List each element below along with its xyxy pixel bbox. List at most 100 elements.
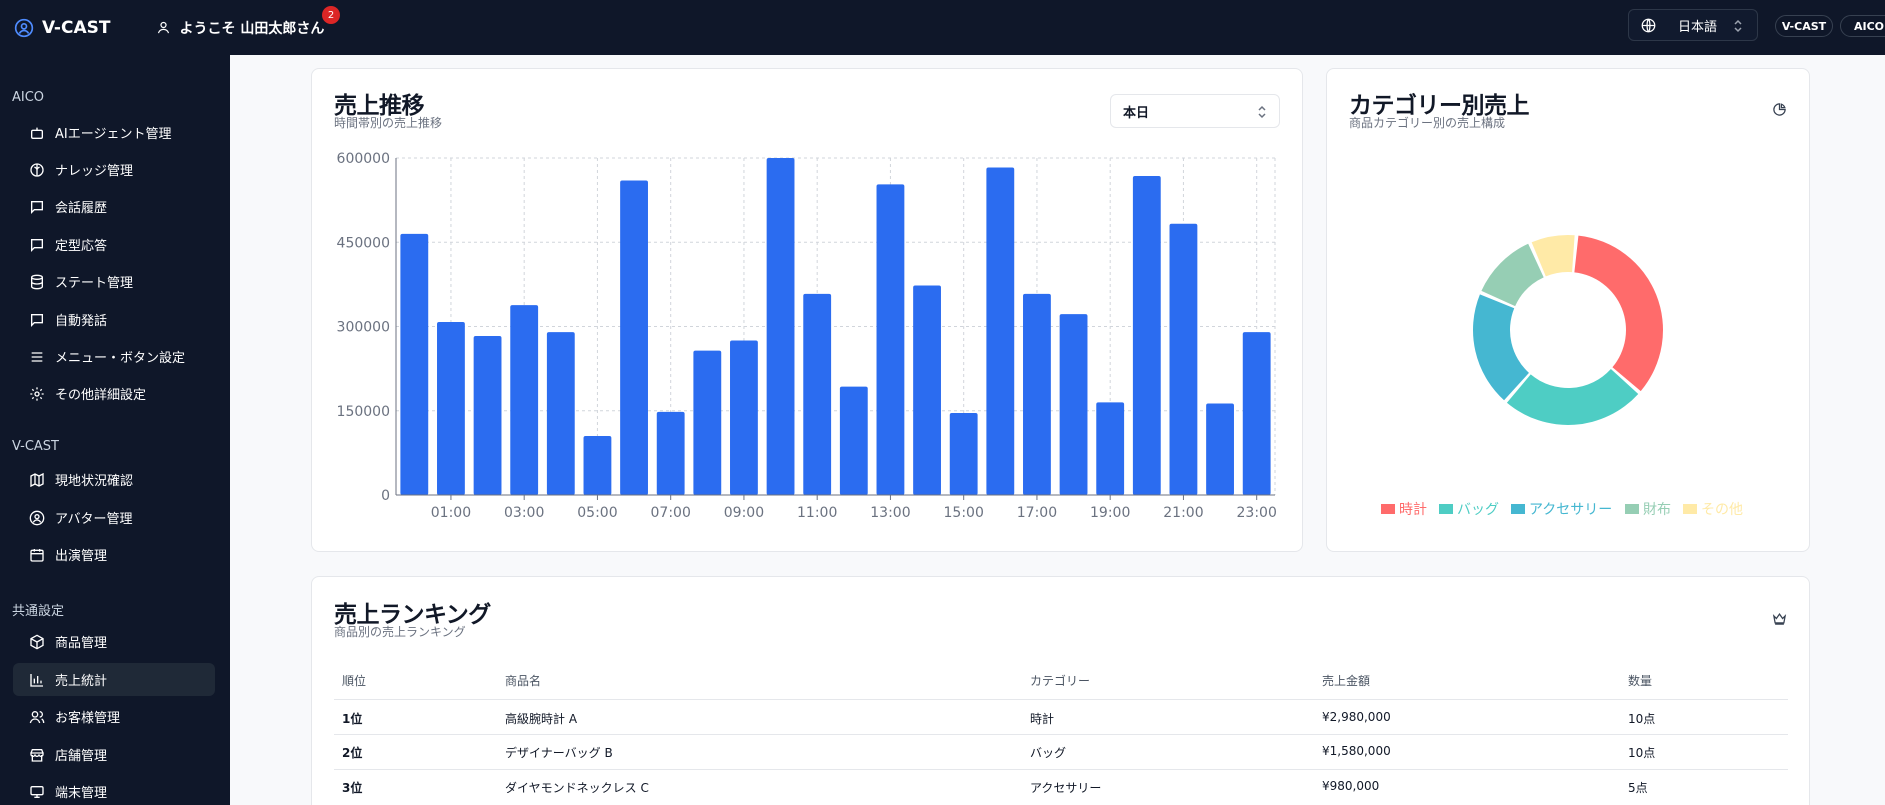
donut-slice-1[interactable] bbox=[1506, 369, 1639, 425]
legend-label[interactable]: アクセサリー bbox=[1529, 502, 1612, 518]
calendar-icon bbox=[30, 548, 44, 562]
period-select[interactable]: 本日 bbox=[1110, 94, 1280, 128]
bar-10:00[interactable] bbox=[766, 158, 795, 495]
bar-17:00[interactable] bbox=[1023, 293, 1051, 495]
sidebar-item-label: 端末管理 bbox=[55, 786, 108, 801]
col-product-header[interactable]: 商品名 bbox=[505, 674, 542, 688]
donut-slice-3[interactable] bbox=[1481, 243, 1544, 307]
table-divider bbox=[334, 734, 1788, 735]
sidebar-item-label: 自動発話 bbox=[55, 314, 108, 329]
sidebar-item-label: 現地状況確認 bbox=[55, 474, 134, 489]
bar-16:00[interactable] bbox=[986, 167, 1015, 495]
notification-badge[interactable]: 2 bbox=[322, 6, 340, 24]
message-dots-icon bbox=[31, 238, 43, 252]
bar-22:00[interactable] bbox=[1206, 403, 1234, 495]
sidebar-section-aico: AICO bbox=[12, 90, 45, 105]
monitor-icon bbox=[30, 785, 44, 798]
amount-cell: ¥2,980,000 bbox=[1322, 710, 1391, 724]
bar-12:00[interactable] bbox=[839, 386, 868, 495]
col-category-header[interactable]: カテゴリー bbox=[1030, 674, 1091, 688]
bar-07:00[interactable] bbox=[656, 411, 685, 495]
sidebar-item-label: AIエージェント管理 bbox=[55, 127, 172, 142]
bar-03:00[interactable] bbox=[510, 305, 539, 495]
bar-23:00[interactable] bbox=[1242, 332, 1271, 495]
sidebar-item-devices[interactable]: 端末管理 bbox=[13, 775, 215, 805]
col-rank-header[interactable]: 順位 bbox=[342, 674, 367, 688]
bar-21:00[interactable] bbox=[1169, 223, 1198, 495]
legend-label[interactable]: 時計 bbox=[1399, 502, 1427, 518]
bar-00:00[interactable] bbox=[400, 233, 429, 495]
category-sales-subtitle: 商品カテゴリー別の売上構成 bbox=[1349, 116, 1506, 130]
app-logo[interactable]: V-CAST bbox=[14, 18, 110, 38]
language-select[interactable]: 日本語 bbox=[1628, 9, 1758, 41]
legend-label[interactable]: バッグ bbox=[1457, 502, 1499, 518]
bar-08:00[interactable] bbox=[693, 350, 722, 495]
message-icon bbox=[31, 200, 43, 214]
x-tick-label: 05:00 bbox=[577, 505, 617, 521]
bar-04:00[interactable] bbox=[546, 332, 575, 495]
sidebar-item-state[interactable]: ステート管理 bbox=[13, 265, 215, 298]
amount-cell: ¥980,000 bbox=[1322, 779, 1380, 793]
product-cell: デザイナーバッグ B bbox=[505, 746, 613, 760]
bar-05:00[interactable] bbox=[583, 436, 612, 495]
legend-swatch bbox=[1511, 504, 1525, 514]
sidebar-item-avatar[interactable]: アバター管理 bbox=[13, 501, 215, 534]
x-tick-label: 15:00 bbox=[944, 505, 984, 521]
donut-slice-0[interactable] bbox=[1574, 235, 1663, 392]
bar-20:00[interactable] bbox=[1132, 175, 1161, 495]
chevron-updown-icon bbox=[1258, 105, 1266, 119]
donut-slice-4[interactable] bbox=[1531, 235, 1575, 277]
sales-trend-bar-chart: 0 150000 300000 450000 600000 01:00 03:00 05:00… bbox=[337, 151, 1277, 521]
welcome-user[interactable]: ようこそ 山田太郎さん bbox=[156, 18, 324, 38]
sidebar-item-chat-history[interactable]: 会話履歴 bbox=[13, 190, 215, 223]
x-tick-label: 21:00 bbox=[1163, 505, 1203, 521]
aico-pill[interactable]: AICO bbox=[1840, 15, 1885, 37]
bar-02:00[interactable] bbox=[473, 336, 502, 495]
sidebar-item-label: ナレッジ管理 bbox=[55, 164, 134, 179]
sidebar-item-customers[interactable]: お客様管理 bbox=[13, 700, 215, 733]
quantity-cell: 5点 bbox=[1628, 781, 1648, 795]
bar-09:00[interactable] bbox=[730, 340, 758, 495]
category-cell: アクセサリー bbox=[1030, 781, 1102, 795]
rank-cell: 3位 bbox=[342, 781, 363, 795]
legend-label[interactable]: 財布 bbox=[1643, 502, 1671, 518]
col-quantity-header[interactable]: 数量 bbox=[1628, 674, 1653, 688]
x-tick-label: 09:00 bbox=[724, 505, 764, 521]
pie-chart-icon[interactable] bbox=[1772, 102, 1787, 117]
sidebar-section-common: 共通設定 bbox=[12, 604, 65, 619]
users-icon bbox=[29, 710, 45, 723]
sidebar-item-ai-agent[interactable]: AIエージェント管理 bbox=[13, 116, 215, 149]
legend-label[interactable]: その他 bbox=[1701, 502, 1743, 518]
sidebar-item-other-settings[interactable]: その他詳細設定 bbox=[13, 377, 215, 410]
y-tick-label: 150000 bbox=[337, 404, 390, 420]
sidebar-item-template-reply[interactable]: 定型応答 bbox=[13, 228, 215, 261]
bar-18:00[interactable] bbox=[1059, 314, 1088, 495]
bar-14:00[interactable] bbox=[913, 285, 941, 495]
sidebar-item-knowledge[interactable]: ナレッジ管理 bbox=[13, 153, 215, 186]
sidebar-item-stores[interactable]: 店舗管理 bbox=[13, 738, 215, 771]
y-tick-label: 450000 bbox=[337, 235, 390, 251]
sidebar-item-products[interactable]: 商品管理 bbox=[13, 625, 215, 658]
donut-slice-2[interactable] bbox=[1473, 294, 1529, 401]
language-label: 日本語 bbox=[1678, 19, 1718, 35]
bar-15:00[interactable] bbox=[949, 412, 978, 495]
sidebar-item-label: 会話履歴 bbox=[55, 201, 108, 216]
bar-11:00[interactable] bbox=[803, 293, 832, 495]
vcast-pill[interactable]: V-CAST bbox=[1775, 15, 1833, 37]
sidebar-item-menu-button[interactable]: メニュー・ボタン設定 bbox=[13, 340, 215, 373]
x-tick-label: 07:00 bbox=[651, 505, 691, 521]
app-logo-text: V-CAST bbox=[42, 17, 111, 38]
sidebar-item-appearance[interactable]: 出演管理 bbox=[13, 538, 215, 571]
bar-19:00[interactable] bbox=[1096, 402, 1125, 495]
bar-13:00[interactable] bbox=[876, 184, 905, 496]
sidebar-item-auto-speech[interactable]: 自動発話 bbox=[13, 303, 215, 336]
crown-icon[interactable] bbox=[1772, 611, 1787, 626]
sidebar-item-sales-stats[interactable]: 売上統計 bbox=[13, 663, 215, 696]
col-amount-header[interactable]: 売上金額 bbox=[1322, 674, 1371, 688]
sidebar-item-site-status[interactable]: 現地状況確認 bbox=[13, 463, 215, 496]
bar-01:00[interactable] bbox=[437, 322, 465, 495]
x-tick-label: 03:00 bbox=[504, 505, 544, 521]
brain-icon bbox=[30, 162, 44, 177]
bar-06:00[interactable] bbox=[620, 180, 648, 495]
legend-swatch bbox=[1381, 504, 1395, 514]
